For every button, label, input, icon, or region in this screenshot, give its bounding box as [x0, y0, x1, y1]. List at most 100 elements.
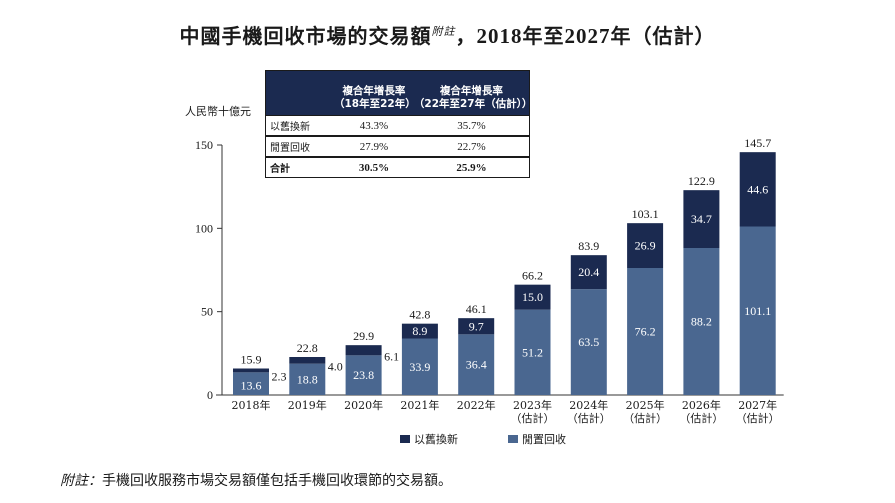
x-tick-label-estimate: （估計）	[511, 411, 555, 425]
title-year-word: 年至	[522, 24, 565, 48]
cagr-header-1-line1: 複合年增長率	[342, 85, 406, 97]
x-tick-label: 2019年	[288, 398, 327, 412]
legend-label-idle-recycling: 閒置回收	[522, 433, 566, 446]
bar-segment-idle-recycling	[345, 355, 382, 395]
legend-swatch-trade-in	[400, 435, 410, 443]
cagr-table-header: 複合年增長率 （18年至22年） 複合年增長率 （22年至27年（估計））	[265, 70, 533, 116]
cagr-header-blank	[265, 70, 334, 116]
row-value-1: 27.9%	[334, 135, 414, 157]
cagr-header-1-line2: （18年至22年）	[334, 98, 416, 110]
bar-segment-trade-in	[233, 368, 269, 373]
bar-segment-trade-in	[345, 345, 382, 356]
y-axis-unit-label: 人民幣十億元	[185, 105, 251, 118]
bar-segment-idle-recycling	[401, 338, 438, 395]
bar-segment-trade-in	[458, 318, 495, 335]
cagr-header-2-line2: （22年至27年（估計））	[413, 98, 533, 110]
data-label-trade-in: 9.7	[469, 319, 484, 333]
row-value-2: 35.7%	[413, 115, 530, 136]
x-tick-label: 2024年	[569, 398, 608, 412]
bar-segment-idle-recycling	[233, 372, 269, 395]
x-tick-label: 2025年	[626, 398, 665, 412]
bar-segment-trade-in	[683, 190, 720, 248]
title-year-word-2: 年（估計）	[610, 24, 716, 48]
row-label: 閒置回收	[265, 135, 334, 157]
row-value-1: 43.3%	[334, 115, 414, 136]
bar-segment-idle-recycling	[289, 363, 326, 395]
footnote-label: 附註：	[60, 473, 102, 489]
y-tick-label: 50	[201, 305, 213, 319]
x-tick-label-estimate: （估計）	[679, 411, 723, 425]
data-label-total: 42.8	[409, 308, 430, 322]
row-value-2: 22.7%	[413, 135, 530, 157]
legend-item-trade-in: 以舊換新	[400, 431, 458, 447]
table-row-total: 合計 30.5% 25.9%	[265, 156, 530, 178]
data-label-trade-in: 4.0	[328, 359, 343, 373]
data-label-total: 103.1	[632, 207, 659, 221]
data-label-idle-recycling: 36.4	[466, 358, 487, 372]
cagr-table: 複合年增長率 （18年至22年） 複合年增長率 （22年至27年（估計）） 以舊換新…	[265, 70, 533, 178]
data-label-trade-in: 26.9	[635, 239, 656, 253]
x-tick-label-estimate: （估計）	[736, 411, 780, 425]
title-year-from: 2018	[476, 24, 523, 48]
x-tick-label: 2027年	[738, 398, 777, 412]
title-year-to: 2027	[564, 24, 611, 48]
bar-segment-trade-in	[627, 223, 664, 268]
x-tick-label: 2018年	[232, 398, 271, 412]
data-label-total: 66.2	[522, 269, 543, 283]
chart-title: 中國手機回收市場的交易額附註，2018年至2027年（估計）	[0, 20, 895, 49]
data-label-trade-in: 8.9	[412, 324, 427, 338]
bar-segment-idle-recycling	[458, 334, 495, 395]
cagr-header-2: 複合年增長率 （22年至27年（估計））	[413, 70, 533, 116]
data-label-trade-in: 20.4	[578, 265, 599, 279]
data-label-idle-recycling: 76.2	[635, 325, 656, 339]
y-tick-label: 150	[195, 138, 213, 152]
cagr-header-2-line1: 複合年增長率	[439, 85, 503, 97]
data-label-total: 15.9	[241, 353, 262, 367]
data-label-total: 145.7	[744, 136, 771, 150]
bar-segment-idle-recycling	[739, 226, 776, 395]
data-label-trade-in: 2.3	[272, 369, 287, 383]
y-tick-label: 100	[195, 221, 213, 235]
data-label-idle-recycling: 33.9	[409, 360, 430, 374]
bar-segment-idle-recycling	[683, 248, 720, 395]
legend-item-idle-recycling: 閒置回收	[508, 431, 566, 447]
data-label-total: 122.9	[688, 174, 715, 188]
data-label-idle-recycling: 23.8	[353, 368, 374, 382]
bar-segment-trade-in	[739, 152, 776, 227]
bar-segment-trade-in	[570, 255, 607, 290]
footnote-text: 手機回收服務市場交易額僅包括手機回收環節的交易額。	[102, 473, 452, 489]
data-label-total: 46.1	[466, 302, 487, 316]
table-row: 以舊換新 43.3% 35.7%	[265, 115, 530, 136]
y-tick-label: 0	[207, 388, 213, 402]
data-label-total: 29.9	[353, 329, 374, 343]
x-tick-label: 2022年	[457, 398, 496, 412]
data-label-idle-recycling: 18.8	[297, 372, 318, 386]
bar-segment-idle-recycling	[627, 268, 664, 395]
legend-label-trade-in: 以舊換新	[414, 433, 458, 446]
x-tick-label: 2023年	[513, 398, 552, 412]
bar-segment-idle-recycling	[570, 289, 607, 395]
x-tick-label-estimate: （估計）	[623, 411, 667, 425]
data-label-trade-in: 44.6	[747, 182, 768, 196]
data-label-idle-recycling: 51.2	[522, 345, 543, 359]
cagr-header-1: 複合年增長率 （18年至22年）	[334, 70, 416, 116]
x-tick-label: 2021年	[400, 398, 439, 412]
data-label-idle-recycling: 63.5	[578, 335, 599, 349]
table-row: 閒置回收 27.9% 22.7%	[265, 135, 530, 157]
row-label: 合計	[265, 156, 334, 178]
x-tick-label: 2026年	[682, 398, 721, 412]
bar-segment-trade-in	[289, 357, 326, 364]
bar-segment-idle-recycling	[514, 309, 551, 395]
bar-segment-trade-in	[401, 323, 438, 339]
data-label-trade-in: 6.1	[384, 349, 399, 363]
title-main: 中國手機回收市場的交易額	[179, 24, 432, 48]
data-label-total: 83.9	[578, 239, 599, 253]
row-value-2: 25.9%	[413, 156, 530, 178]
x-tick-label: 2020年	[344, 398, 383, 412]
title-sep: ，	[455, 24, 477, 48]
x-tick-label-estimate: （估計）	[567, 411, 611, 425]
bar-segment-trade-in	[514, 284, 551, 310]
data-label-total: 22.8	[297, 341, 318, 355]
legend-swatch-idle-recycling	[508, 435, 518, 443]
data-label-trade-in: 15.0	[522, 290, 543, 304]
